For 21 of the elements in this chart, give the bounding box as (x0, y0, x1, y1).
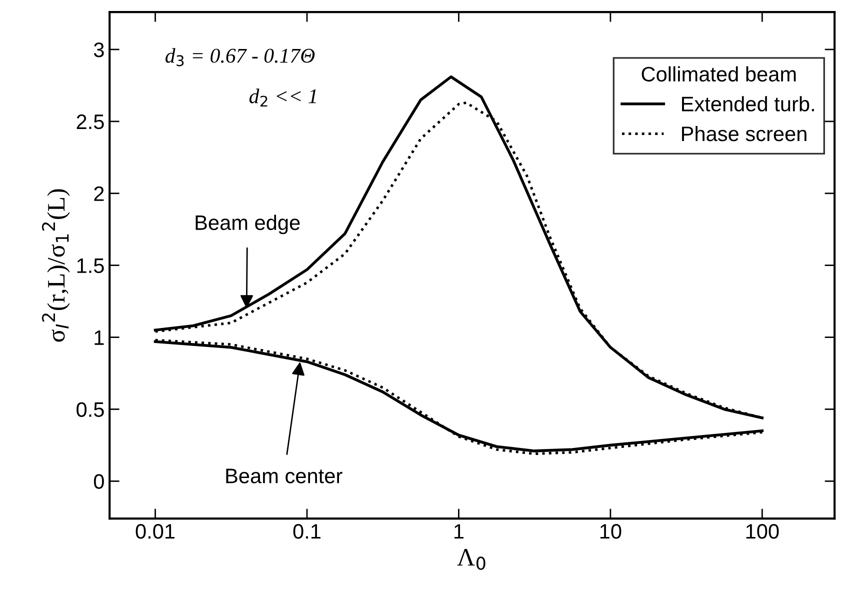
y-tick-label: 0.5 (76, 402, 104, 417)
x-tick-label: 0.1 (293, 524, 320, 539)
y-tick-label: 2.5 (76, 114, 104, 130)
legend-label: Extended turb. (682, 96, 814, 112)
legend-label: Phase screen (682, 126, 806, 142)
annotation: d$_{2}$ << 1 (249, 88, 316, 107)
y-tick-label: 2 (94, 186, 104, 201)
annotation: Beam center (226, 468, 342, 484)
y-tick-label: 3 (94, 42, 104, 58)
x-axis-title: Λ$_{0}$ (457, 549, 486, 570)
x-tick-label: 100 (746, 524, 779, 539)
y-axis-title: σ$_{I}$$^{2}$(r,L)/σ$_{1}$$^{2}$(L) (42, 189, 70, 342)
y-tick-label: 0 (94, 474, 104, 489)
annotation: Beam edge (196, 214, 300, 234)
x-tick-label: 10 (600, 524, 622, 539)
annotation: d$_{3}$ = 0.67 - 0.17Θ (166, 48, 315, 66)
x-tick-label: 1 (454, 524, 464, 539)
legend-title: Collimated beam (642, 66, 796, 82)
y-tick-label: 1.5 (77, 258, 104, 274)
y-tick-label: 1 (94, 330, 104, 345)
x-tick-label: 0.01 (136, 524, 175, 539)
